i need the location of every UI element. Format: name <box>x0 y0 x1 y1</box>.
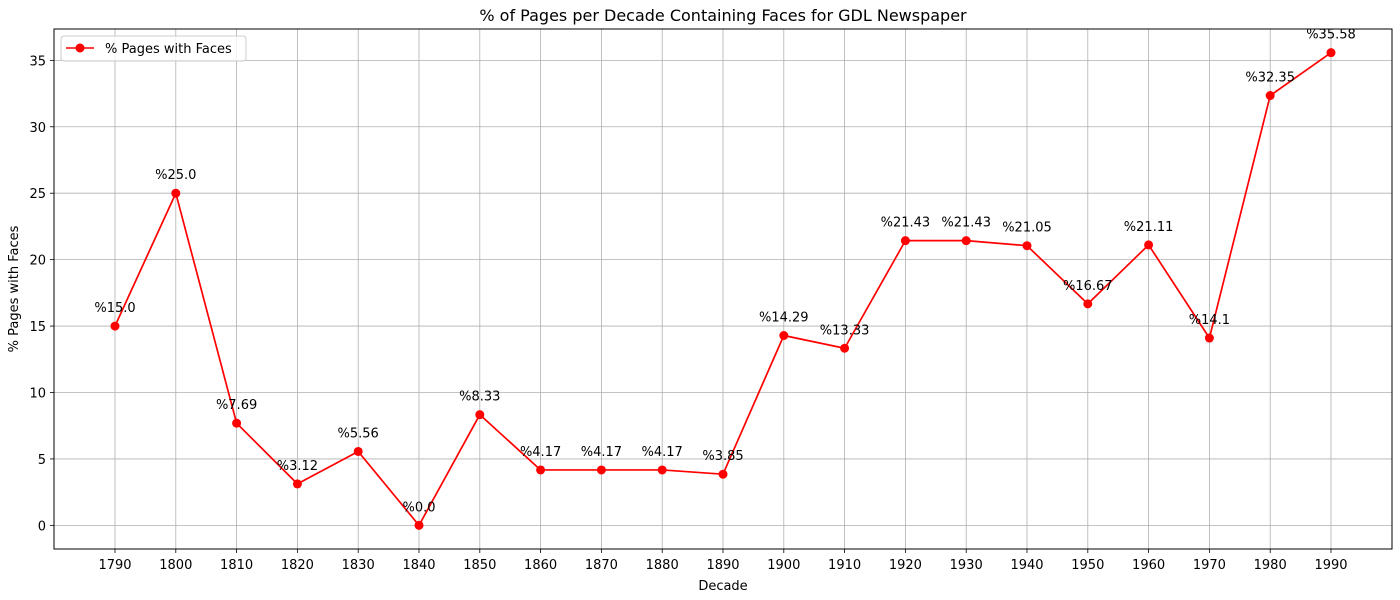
data-label: %21.05 <box>1002 221 1052 236</box>
x-tick-label: 1870 <box>585 558 618 573</box>
y-tick-label: 30 <box>29 121 46 136</box>
data-label: %4.17 <box>642 445 683 460</box>
data-point <box>596 465 606 475</box>
grid-lines <box>54 29 1392 549</box>
x-tick-label: 1850 <box>463 558 496 573</box>
x-tick-label: 1910 <box>828 558 861 573</box>
data-label: %21.11 <box>1124 220 1174 235</box>
axis-ticks: 1790 1800 1810 1820 1830 1840 1850 1860 1870 1880… <box>29 54 1347 573</box>
data-point <box>110 321 120 331</box>
legend-label: % Pages with Faces <box>105 42 232 57</box>
x-tick-label: 1950 <box>1071 558 1104 573</box>
x-tick-label: 1790 <box>98 558 131 573</box>
data-label: %4.17 <box>581 445 622 460</box>
data-label: %14.29 <box>759 310 809 325</box>
data-point <box>961 236 971 246</box>
data-point <box>718 469 728 479</box>
plot-frame <box>53 28 1393 550</box>
y-tick-label: 10 <box>29 386 46 401</box>
x-tick-label: 1970 <box>1193 558 1226 573</box>
data-label: %0.0 <box>402 500 435 515</box>
data-label: %35.58 <box>1306 28 1356 43</box>
data-point <box>353 446 363 456</box>
y-tick-label: 5 <box>38 453 46 468</box>
y-axis-label: % Pages with Faces <box>7 225 22 352</box>
data-point <box>292 479 302 489</box>
legend-box <box>60 35 247 62</box>
series-layer: %15.0 %25.0 %7.69 %3.12 %5.56 %0.0 %8.33 %4.17%… <box>94 28 1356 530</box>
x-tick-label: 1940 <box>1010 558 1043 573</box>
data-point <box>1083 299 1093 309</box>
x-tick-label: 1840 <box>402 558 435 573</box>
data-label: %16.67 <box>1063 279 1113 294</box>
x-tick-label: 1980 <box>1254 558 1287 573</box>
x-tick-label: 1810 <box>220 558 253 573</box>
data-point <box>232 418 242 428</box>
x-tick-label: 1890 <box>706 558 739 573</box>
data-point <box>1022 241 1032 251</box>
x-tick-label: 1930 <box>950 558 983 573</box>
y-tick-label: 25 <box>29 187 46 202</box>
y-tick-label: 20 <box>29 254 46 269</box>
data-point <box>900 236 910 246</box>
data-label: %7.69 <box>216 398 257 413</box>
data-label: %8.33 <box>459 390 500 405</box>
data-label: %25.0 <box>155 168 196 183</box>
data-label: %4.17 <box>520 445 561 460</box>
data-point <box>414 520 424 530</box>
data-point <box>1326 48 1336 58</box>
chart-title: % of Pages per Decade Containing Faces f… <box>479 6 967 25</box>
data-label: %13.33 <box>820 323 870 338</box>
x-tick-label: 1990 <box>1314 558 1347 573</box>
data-label: %15.0 <box>94 301 135 316</box>
data-point <box>1144 240 1154 250</box>
x-tick-label: 1830 <box>342 558 375 573</box>
legend: % Pages with Faces <box>60 35 247 62</box>
x-tick-label: 1860 <box>524 558 557 573</box>
x-tick-label: 1960 <box>1132 558 1165 573</box>
x-tick-label: 1800 <box>159 558 192 573</box>
data-label: %14.1 <box>1189 313 1230 328</box>
x-axis-label: Decade <box>698 579 747 594</box>
data-point <box>1204 333 1214 343</box>
legend-marker <box>75 43 85 53</box>
y-tick-label: 15 <box>29 320 46 335</box>
data-point <box>171 188 181 198</box>
data-label: %5.56 <box>338 426 379 441</box>
data-point <box>475 410 485 420</box>
y-tick-label: 0 <box>38 519 46 534</box>
data-label: %32.35 <box>1245 71 1295 86</box>
data-point <box>657 465 667 475</box>
data-label: %3.85 <box>702 449 743 464</box>
x-tick-label: 1820 <box>281 558 314 573</box>
data-point <box>536 465 546 475</box>
data-label: %3.12 <box>277 459 318 474</box>
data-point <box>1265 91 1275 101</box>
data-label: %21.43 <box>941 216 991 231</box>
y-tick-label: 35 <box>29 54 46 69</box>
data-point <box>840 343 850 353</box>
data-label: %21.43 <box>881 216 931 231</box>
x-tick-label: 1900 <box>767 558 800 573</box>
x-tick-label: 1920 <box>889 558 922 573</box>
data-point <box>779 330 789 340</box>
x-tick-label: 1880 <box>646 558 679 573</box>
